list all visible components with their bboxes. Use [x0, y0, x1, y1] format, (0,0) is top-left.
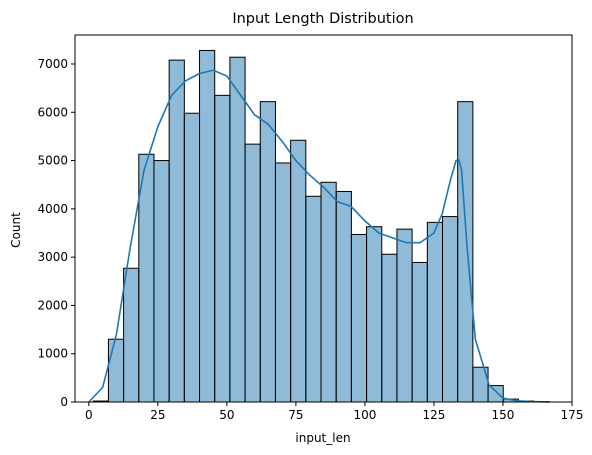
- histogram-bar: [487, 385, 504, 403]
- x-tick-label: 0: [85, 408, 93, 422]
- histogram-bar: [214, 94, 231, 403]
- x-tick-label: 75: [288, 408, 303, 422]
- y-tick-label: 4000: [37, 202, 68, 216]
- histogram-bar: [153, 160, 170, 403]
- y-tick-label: 7000: [37, 57, 68, 71]
- histogram-bar: [138, 153, 155, 403]
- histogram-bar: [290, 139, 307, 403]
- x-tick-label: 125: [422, 408, 445, 422]
- histogram-bar: [366, 226, 383, 403]
- y-tick-label: 5000: [37, 154, 68, 168]
- histogram-bar: [199, 49, 216, 403]
- histogram-bar: [350, 233, 368, 403]
- y-tick-label: 2000: [37, 298, 68, 312]
- histogram-bar: [229, 56, 246, 403]
- histogram-bar: [335, 190, 352, 403]
- histogram-bar: [305, 195, 322, 403]
- histogram-bar: [426, 221, 444, 403]
- histogram-bar: [396, 228, 413, 403]
- histogram-bar: [244, 143, 261, 403]
- x-tick-label: 50: [219, 408, 234, 422]
- histogram-bar: [274, 162, 292, 403]
- histogram-bar: [442, 216, 459, 403]
- histogram-bars: [92, 49, 550, 403]
- y-axis-ticks: 0 1000 2000 3000 4000 5000 6000 7000: [37, 57, 75, 409]
- x-tick-label: 25: [150, 408, 165, 422]
- plot-border: [74, 34, 573, 403]
- x-axis-ticks: 0 25 50 75 100 125 150 175: [85, 402, 583, 422]
- kde-curve: [88, 69, 550, 403]
- histogram-bar: [411, 261, 428, 403]
- x-tick-label: 150: [492, 408, 515, 422]
- y-tick-label: 3000: [37, 250, 68, 264]
- histogram-bar: [168, 59, 185, 403]
- histogram-bar: [107, 338, 125, 403]
- histogram-bar: [457, 101, 474, 403]
- histogram-bar: [320, 181, 337, 403]
- axes-frame: [74, 34, 573, 403]
- chart-title: Input Length Distribution: [232, 11, 413, 27]
- histogram-bar: [381, 253, 398, 403]
- y-axis-label: Count: [9, 212, 23, 248]
- histogram-bar: [123, 267, 140, 403]
- x-tick-label: 175: [561, 408, 584, 422]
- histogram-bar: [259, 101, 276, 403]
- y-tick-label: 6000: [37, 105, 68, 119]
- histogram-bar: [183, 112, 201, 403]
- y-tick-label: 1000: [37, 347, 68, 361]
- y-tick-label: 0: [60, 395, 68, 409]
- x-axis-label: input_len: [295, 431, 350, 445]
- x-tick-label: 100: [353, 408, 376, 422]
